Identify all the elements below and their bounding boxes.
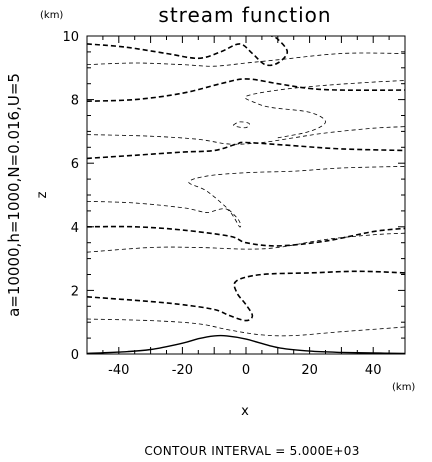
y-tick-label: 4 — [71, 221, 79, 236]
contour-interval-note: CONTOUR INTERVAL = 5.000E+03 — [144, 444, 359, 458]
x-tick-label: -40 — [108, 363, 129, 378]
x-tick-label: 40 — [365, 363, 382, 378]
contour-line-10 — [87, 52, 405, 67]
contour-line-9 — [87, 78, 405, 102]
x-unit-label: (km) — [392, 382, 415, 393]
y-tick-label: 6 — [71, 157, 79, 172]
contour-line-8 — [244, 80, 405, 139]
x-tick-label: 0 — [242, 363, 250, 378]
contour-line-7 — [87, 126, 405, 145]
chart-title: stream function — [158, 3, 331, 27]
x-tick-labels: -40 -20 0 20 40 — [108, 363, 381, 378]
x-axis-label: x — [241, 404, 249, 419]
contour-line-2 — [87, 270, 405, 322]
contour-line-3 — [87, 232, 405, 253]
x-tick-label: 20 — [301, 363, 318, 378]
y-tick-label: 0 — [71, 348, 79, 363]
contour-line-5 — [87, 166, 405, 228]
parameter-label: a=10000,h=1000,N=0.016,U=5 — [5, 73, 23, 317]
contour-line-6 — [87, 141, 405, 160]
y-tick-label: 8 — [71, 94, 79, 109]
y-unit-label: (km) — [40, 10, 63, 21]
x-tick-label: -20 — [172, 363, 193, 378]
contour-line-12 — [233, 121, 250, 129]
y-tick-label: 10 — [62, 30, 79, 45]
contour-line-11 — [87, 36, 289, 67]
plot-frame — [86, 35, 406, 355]
y-axis-label: z — [35, 191, 50, 198]
axis-ticks — [86, 35, 406, 355]
y-tick-label: 2 — [71, 284, 79, 299]
plot-area — [86, 35, 406, 355]
contour-lines — [87, 36, 405, 337]
y-tick-labels: 0 2 4 6 8 10 — [62, 30, 79, 363]
contour-line-4 — [87, 225, 405, 247]
contour-line-1 — [87, 318, 405, 337]
